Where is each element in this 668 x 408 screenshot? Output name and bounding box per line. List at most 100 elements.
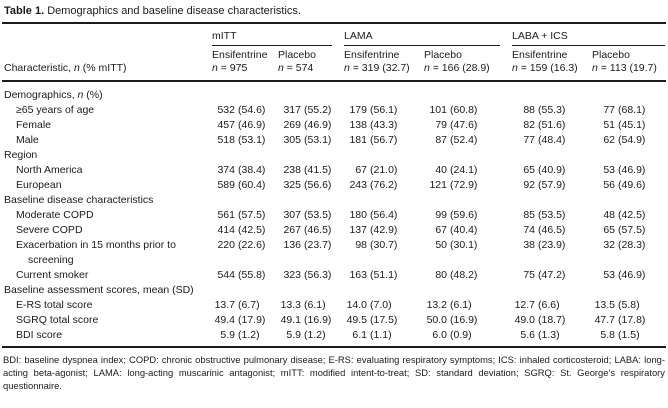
count-value: 74 [523, 224, 535, 236]
count-value: 5.9 [286, 329, 301, 341]
value-cell: 77 (68.1) [588, 103, 666, 118]
count-value: 13.2 [426, 299, 447, 311]
value-cell: 38 (23.9) [508, 238, 588, 268]
count-value: 80 [435, 269, 447, 281]
percent-value: (1.2) [238, 329, 260, 341]
percent-value: (30.1) [450, 239, 478, 251]
count-value: 6.1 [352, 329, 367, 341]
value-cell [588, 283, 666, 298]
row-label: ≥65 years of age [16, 104, 95, 116]
value-cell [208, 148, 274, 163]
percent-value: (18.7) [538, 314, 566, 326]
count-value: 87 [435, 134, 447, 146]
percent-value: (16.9) [450, 314, 478, 326]
count-value: 50 [435, 239, 447, 251]
count-value: 307 [283, 209, 301, 221]
count-value: 51 [603, 119, 615, 131]
value-cell: 6.1 (1.1) [340, 328, 420, 348]
count-value: 238 [283, 164, 301, 176]
percent-value: (28.3) [618, 239, 646, 251]
value-cell [508, 148, 588, 163]
count-value: 181 [349, 134, 367, 146]
value-cell [274, 283, 340, 298]
value-cell: 65 (40.9) [508, 163, 588, 178]
percent-value: (16.9) [304, 314, 332, 326]
percent-value: (6.1) [450, 299, 472, 311]
count-value: 82 [523, 119, 535, 131]
percent-value: (17.5) [370, 314, 398, 326]
column-group-laba-ics: LABA + ICS [508, 22, 666, 46]
count-value: 414 [217, 224, 235, 236]
count-value: 85 [523, 209, 535, 221]
percent-value: (76.2) [370, 179, 398, 191]
table-caption: Demographics and baseline disease charac… [44, 5, 301, 17]
value-cell: 13.7 (6.7) [208, 298, 274, 313]
percent-value: (56.1) [370, 104, 398, 116]
value-cell: 50.0 (16.9) [420, 313, 508, 328]
value-cell: 305 (53.1) [274, 133, 340, 148]
value-cell [340, 283, 420, 298]
section-row: Baseline disease characteristics [2, 193, 666, 208]
column-header-laba-placebo: Placebo n = 113 (19.7) [588, 46, 666, 82]
demographics-table: mITT LAMA LABA + ICS Characteristic, n (… [2, 22, 666, 348]
count-value: 13.3 [280, 299, 301, 311]
count-value: 561 [217, 209, 235, 221]
percent-value: (42.5) [238, 224, 266, 236]
count-value: 532 [217, 104, 235, 116]
count-value: 67 [355, 164, 367, 176]
value-cell: 48 (42.5) [588, 208, 666, 223]
count-value: 138 [349, 119, 367, 131]
count-value: 269 [283, 119, 301, 131]
count-value: 374 [217, 164, 235, 176]
row-label: Male [16, 134, 39, 146]
section-row: Demographics, n (%) [2, 81, 666, 103]
value-cell [508, 81, 588, 103]
row-label: Current smoker [16, 269, 89, 281]
value-cell [274, 81, 340, 103]
count-value: 13.5 [594, 299, 615, 311]
value-cell: 5.9 (1.2) [208, 328, 274, 348]
table-number: Table 1. [4, 5, 45, 17]
row-label: Demographics, n (%) [4, 89, 103, 101]
count-value: 56 [603, 179, 615, 191]
group-label-mitt: mITT [212, 30, 237, 42]
count-value: 323 [283, 269, 301, 281]
table-row: ≥65 years of age 532 (54.6) 317 (55.2) 179 (56… [2, 103, 666, 118]
count-value: 38 [523, 239, 535, 251]
percent-value: (41.5) [304, 164, 332, 176]
row-label: Exacerbation in 15 months prior to scree… [16, 239, 176, 266]
count-value: 136 [283, 239, 301, 251]
row-label: European [16, 179, 62, 191]
percent-value: (57.5) [618, 224, 646, 236]
count-value: 48 [603, 209, 615, 221]
count-value: 13.7 [214, 299, 235, 311]
count-value: 121 [429, 179, 447, 191]
count-value: 180 [349, 209, 367, 221]
percent-value: (60.8) [450, 104, 478, 116]
value-cell: 50 (30.1) [420, 238, 508, 268]
value-cell [340, 81, 420, 103]
value-cell: 532 (54.6) [208, 103, 274, 118]
value-cell: 98 (30.7) [340, 238, 420, 268]
empty-corner-cell [2, 22, 208, 46]
table-row: Severe COPD 414 (42.5) 267 (46.5) 137 (42.9) 67… [2, 223, 666, 238]
value-cell: 307 (53.5) [274, 208, 340, 223]
percent-value: (46.9) [618, 164, 646, 176]
value-cell: 49.4 (17.9) [208, 313, 274, 328]
row-label: North America [16, 164, 83, 176]
count-value: 53 [603, 164, 615, 176]
value-cell: 181 (56.7) [340, 133, 420, 148]
value-cell [208, 283, 274, 298]
percent-value: (51.1) [370, 269, 398, 281]
count-value: 137 [349, 224, 367, 236]
value-cell: 220 (22.6) [208, 238, 274, 268]
count-value: 243 [349, 179, 367, 191]
percent-value: (1.5) [618, 329, 640, 341]
table-row: SGRQ total score 49.4 (17.9) 49.1 (16.9) 49.5… [2, 313, 666, 328]
percent-value: (47.2) [538, 269, 566, 281]
count-value: 92 [523, 179, 535, 191]
table-row: BDI score 5.9 (1.2) 5.9 (1.2) 6.1 (1.1) 6.0 (0.9… [2, 328, 666, 348]
percent-value: (48.4) [538, 134, 566, 146]
percent-value: (57.9) [538, 179, 566, 191]
table-row: E-RS total score 13.7 (6.7) 13.3 (6.1) 14.0 (7… [2, 298, 666, 313]
